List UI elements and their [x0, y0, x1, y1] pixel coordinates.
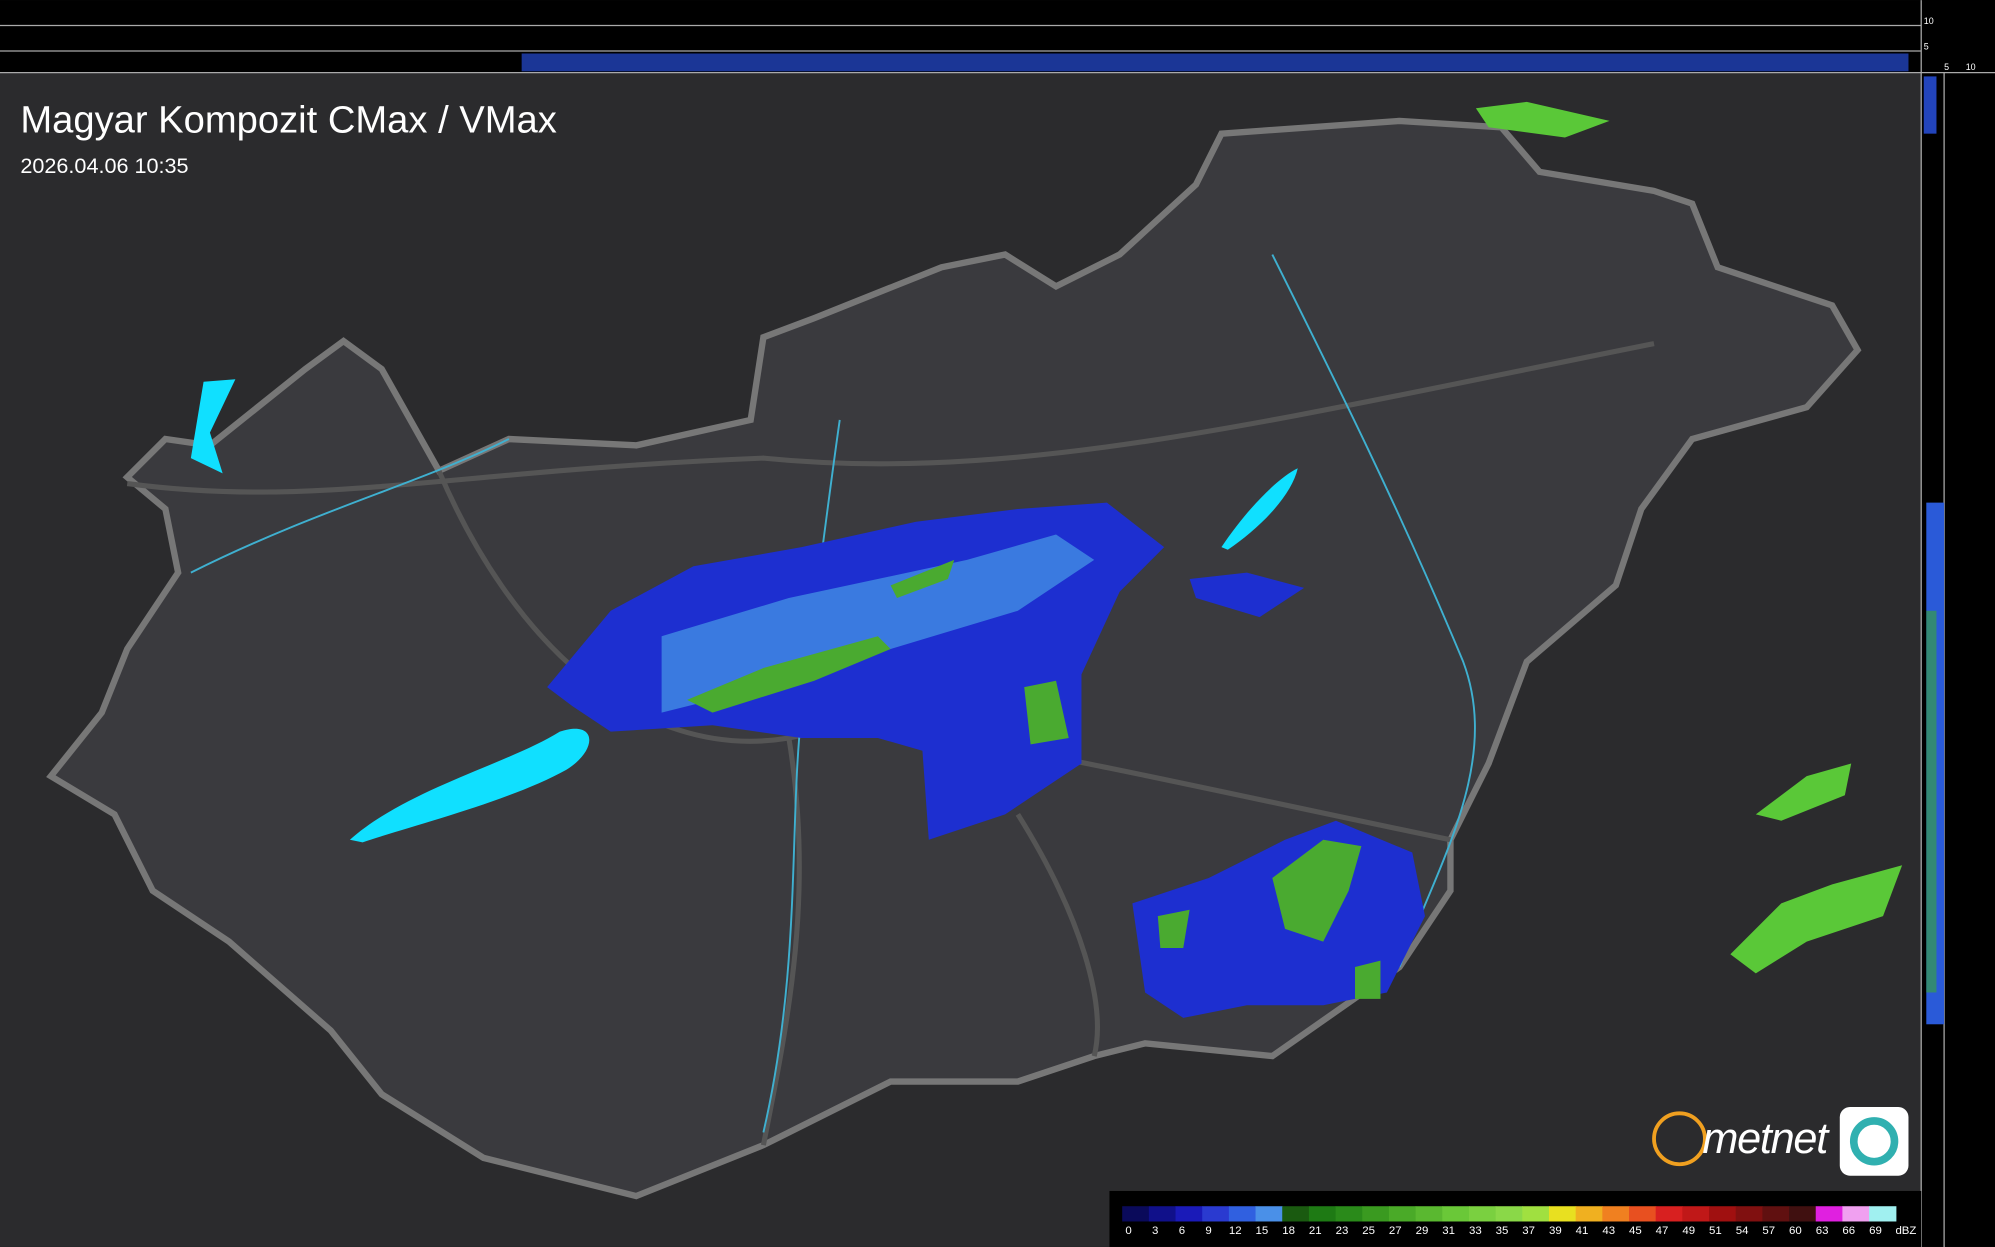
- legend-label: 29: [1416, 1225, 1429, 1237]
- legend-swatch: [1495, 1206, 1523, 1222]
- logo-swirl: [1849, 1117, 1899, 1166]
- legend-label: 27: [1389, 1225, 1402, 1237]
- legend-swatch: [1388, 1206, 1417, 1222]
- logo-sun: [1652, 1111, 1707, 1167]
- legend-swatch: [1228, 1206, 1257, 1222]
- legend-swatch: [1815, 1206, 1844, 1222]
- legend-label: 31: [1442, 1225, 1455, 1237]
- legend-label: 0: [1125, 1225, 1131, 1237]
- legend-label: 6: [1179, 1225, 1185, 1237]
- legend-swatch: [1308, 1206, 1337, 1222]
- logo-badge: [1839, 1106, 1909, 1176]
- legend-swatch: [1762, 1206, 1790, 1222]
- legend-label: 41: [1576, 1225, 1589, 1237]
- legend-label: 49: [1682, 1225, 1695, 1237]
- legend-label: 54: [1736, 1225, 1749, 1237]
- legend-label: 15: [1256, 1225, 1269, 1237]
- side-echo: [521, 53, 1909, 72]
- legend-label: 43: [1602, 1225, 1615, 1237]
- radar-echo: [687, 559, 1069, 745]
- side-echo: [1926, 610, 1937, 993]
- legend-swatch: [1842, 1206, 1870, 1222]
- legend-swatch: [1682, 1206, 1710, 1222]
- legend-swatch: [1362, 1206, 1390, 1222]
- legend-swatch: [1202, 1206, 1230, 1222]
- legend-label: 18: [1282, 1225, 1295, 1237]
- side-label: 10: [1966, 62, 1976, 72]
- legend-label: 3: [1152, 1225, 1158, 1237]
- legend-label: 9: [1205, 1225, 1211, 1237]
- legend-swatch: [1175, 1206, 1203, 1222]
- legend-label: 57: [1762, 1225, 1775, 1237]
- legend-swatch: [1255, 1206, 1283, 1222]
- lake: [1221, 468, 1298, 550]
- legend-label: 63: [1816, 1225, 1829, 1237]
- legend-unit: dBZ: [1895, 1225, 1916, 1237]
- legend-label: 25: [1362, 1225, 1375, 1237]
- legend-label: 33: [1469, 1225, 1482, 1237]
- legend-label: 37: [1522, 1225, 1535, 1237]
- legend-swatch: [1415, 1206, 1443, 1222]
- lake: [190, 379, 236, 474]
- legend-swatch: [1468, 1206, 1497, 1222]
- radar-echo: [1157, 839, 1381, 999]
- side-label: 5: [1944, 62, 1949, 72]
- legend-swatch: [1655, 1206, 1683, 1222]
- legend-swatch: [1522, 1206, 1550, 1222]
- legend-label: 69: [1869, 1225, 1882, 1237]
- legend-swatch: [1735, 1206, 1764, 1222]
- legend-label: 35: [1496, 1225, 1509, 1237]
- legend-swatch: [1122, 1206, 1150, 1222]
- legend: 0 3 6 9 12 15 18 21 23 25 27 29 31 33 35 37 39 41 43 45 47 49…: [1122, 1206, 1916, 1237]
- legend-swatch: [1442, 1206, 1470, 1222]
- legend-label: 66: [1842, 1225, 1855, 1237]
- legend-label: 21: [1309, 1225, 1322, 1237]
- legend-label: 12: [1229, 1225, 1242, 1237]
- legend-swatch: [1629, 1206, 1657, 1222]
- title: Magyar Kompozit CMax / VMax: [20, 98, 556, 141]
- side-echo: [1923, 76, 1937, 134]
- side-label: 5: [1924, 42, 1929, 52]
- legend-swatch: [1789, 1206, 1817, 1222]
- legend-label: 45: [1629, 1225, 1642, 1237]
- legend-swatch: [1869, 1206, 1897, 1222]
- legend-swatch: [1575, 1206, 1603, 1222]
- timestamp: 2026.04.06 10:35: [20, 153, 188, 178]
- legend-swatch: [1602, 1206, 1630, 1222]
- logo-text: metnet: [1702, 1115, 1830, 1163]
- logo: metnet: [1652, 1106, 1909, 1176]
- legend-label: 51: [1709, 1225, 1722, 1237]
- legend-label: 39: [1549, 1225, 1562, 1237]
- radar-echo: [1189, 572, 1305, 618]
- legend-label: 47: [1656, 1225, 1669, 1237]
- legend-label: 23: [1336, 1225, 1349, 1237]
- legend-swatch: [1709, 1206, 1737, 1222]
- legend-swatch: [1282, 1206, 1310, 1222]
- radar-echo: [1475, 101, 1903, 974]
- side-label: 10: [1924, 16, 1934, 26]
- legend-swatch: [1148, 1206, 1177, 1222]
- lake-balaton: [349, 728, 590, 843]
- legend-swatch: [1548, 1206, 1577, 1222]
- legend-swatch: [1335, 1206, 1363, 1222]
- legend-label: 60: [1789, 1225, 1802, 1237]
